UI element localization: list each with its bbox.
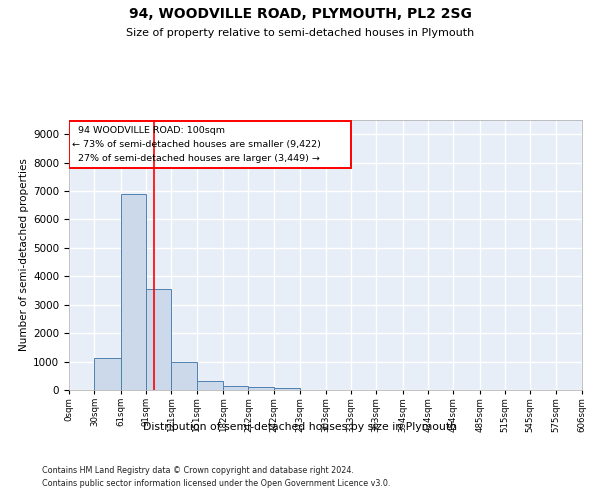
Text: Contains public sector information licensed under the Open Government Licence v3: Contains public sector information licen… <box>42 479 391 488</box>
Bar <box>146 289 172 390</box>
Text: 94 WOODVILLE ROAD: 100sqm
← 73% of semi-detached houses are smaller (9,422)
  27: 94 WOODVILLE ROAD: 100sqm ← 73% of semi-… <box>73 126 321 164</box>
Bar <box>274 388 300 390</box>
Bar <box>69 122 351 168</box>
Text: Size of property relative to semi-detached houses in Plymouth: Size of property relative to semi-detach… <box>126 28 474 38</box>
Bar <box>223 386 248 390</box>
Y-axis label: Number of semi-detached properties: Number of semi-detached properties <box>19 158 29 352</box>
Bar <box>248 387 274 390</box>
Text: Distribution of semi-detached houses by size in Plymouth: Distribution of semi-detached houses by … <box>143 422 457 432</box>
Bar <box>172 362 197 390</box>
Bar <box>94 358 121 390</box>
Text: Contains HM Land Registry data © Crown copyright and database right 2024.: Contains HM Land Registry data © Crown c… <box>42 466 354 475</box>
Text: 94, WOODVILLE ROAD, PLYMOUTH, PL2 2SG: 94, WOODVILLE ROAD, PLYMOUTH, PL2 2SG <box>128 8 472 22</box>
Bar <box>197 381 223 390</box>
Bar <box>121 194 146 390</box>
